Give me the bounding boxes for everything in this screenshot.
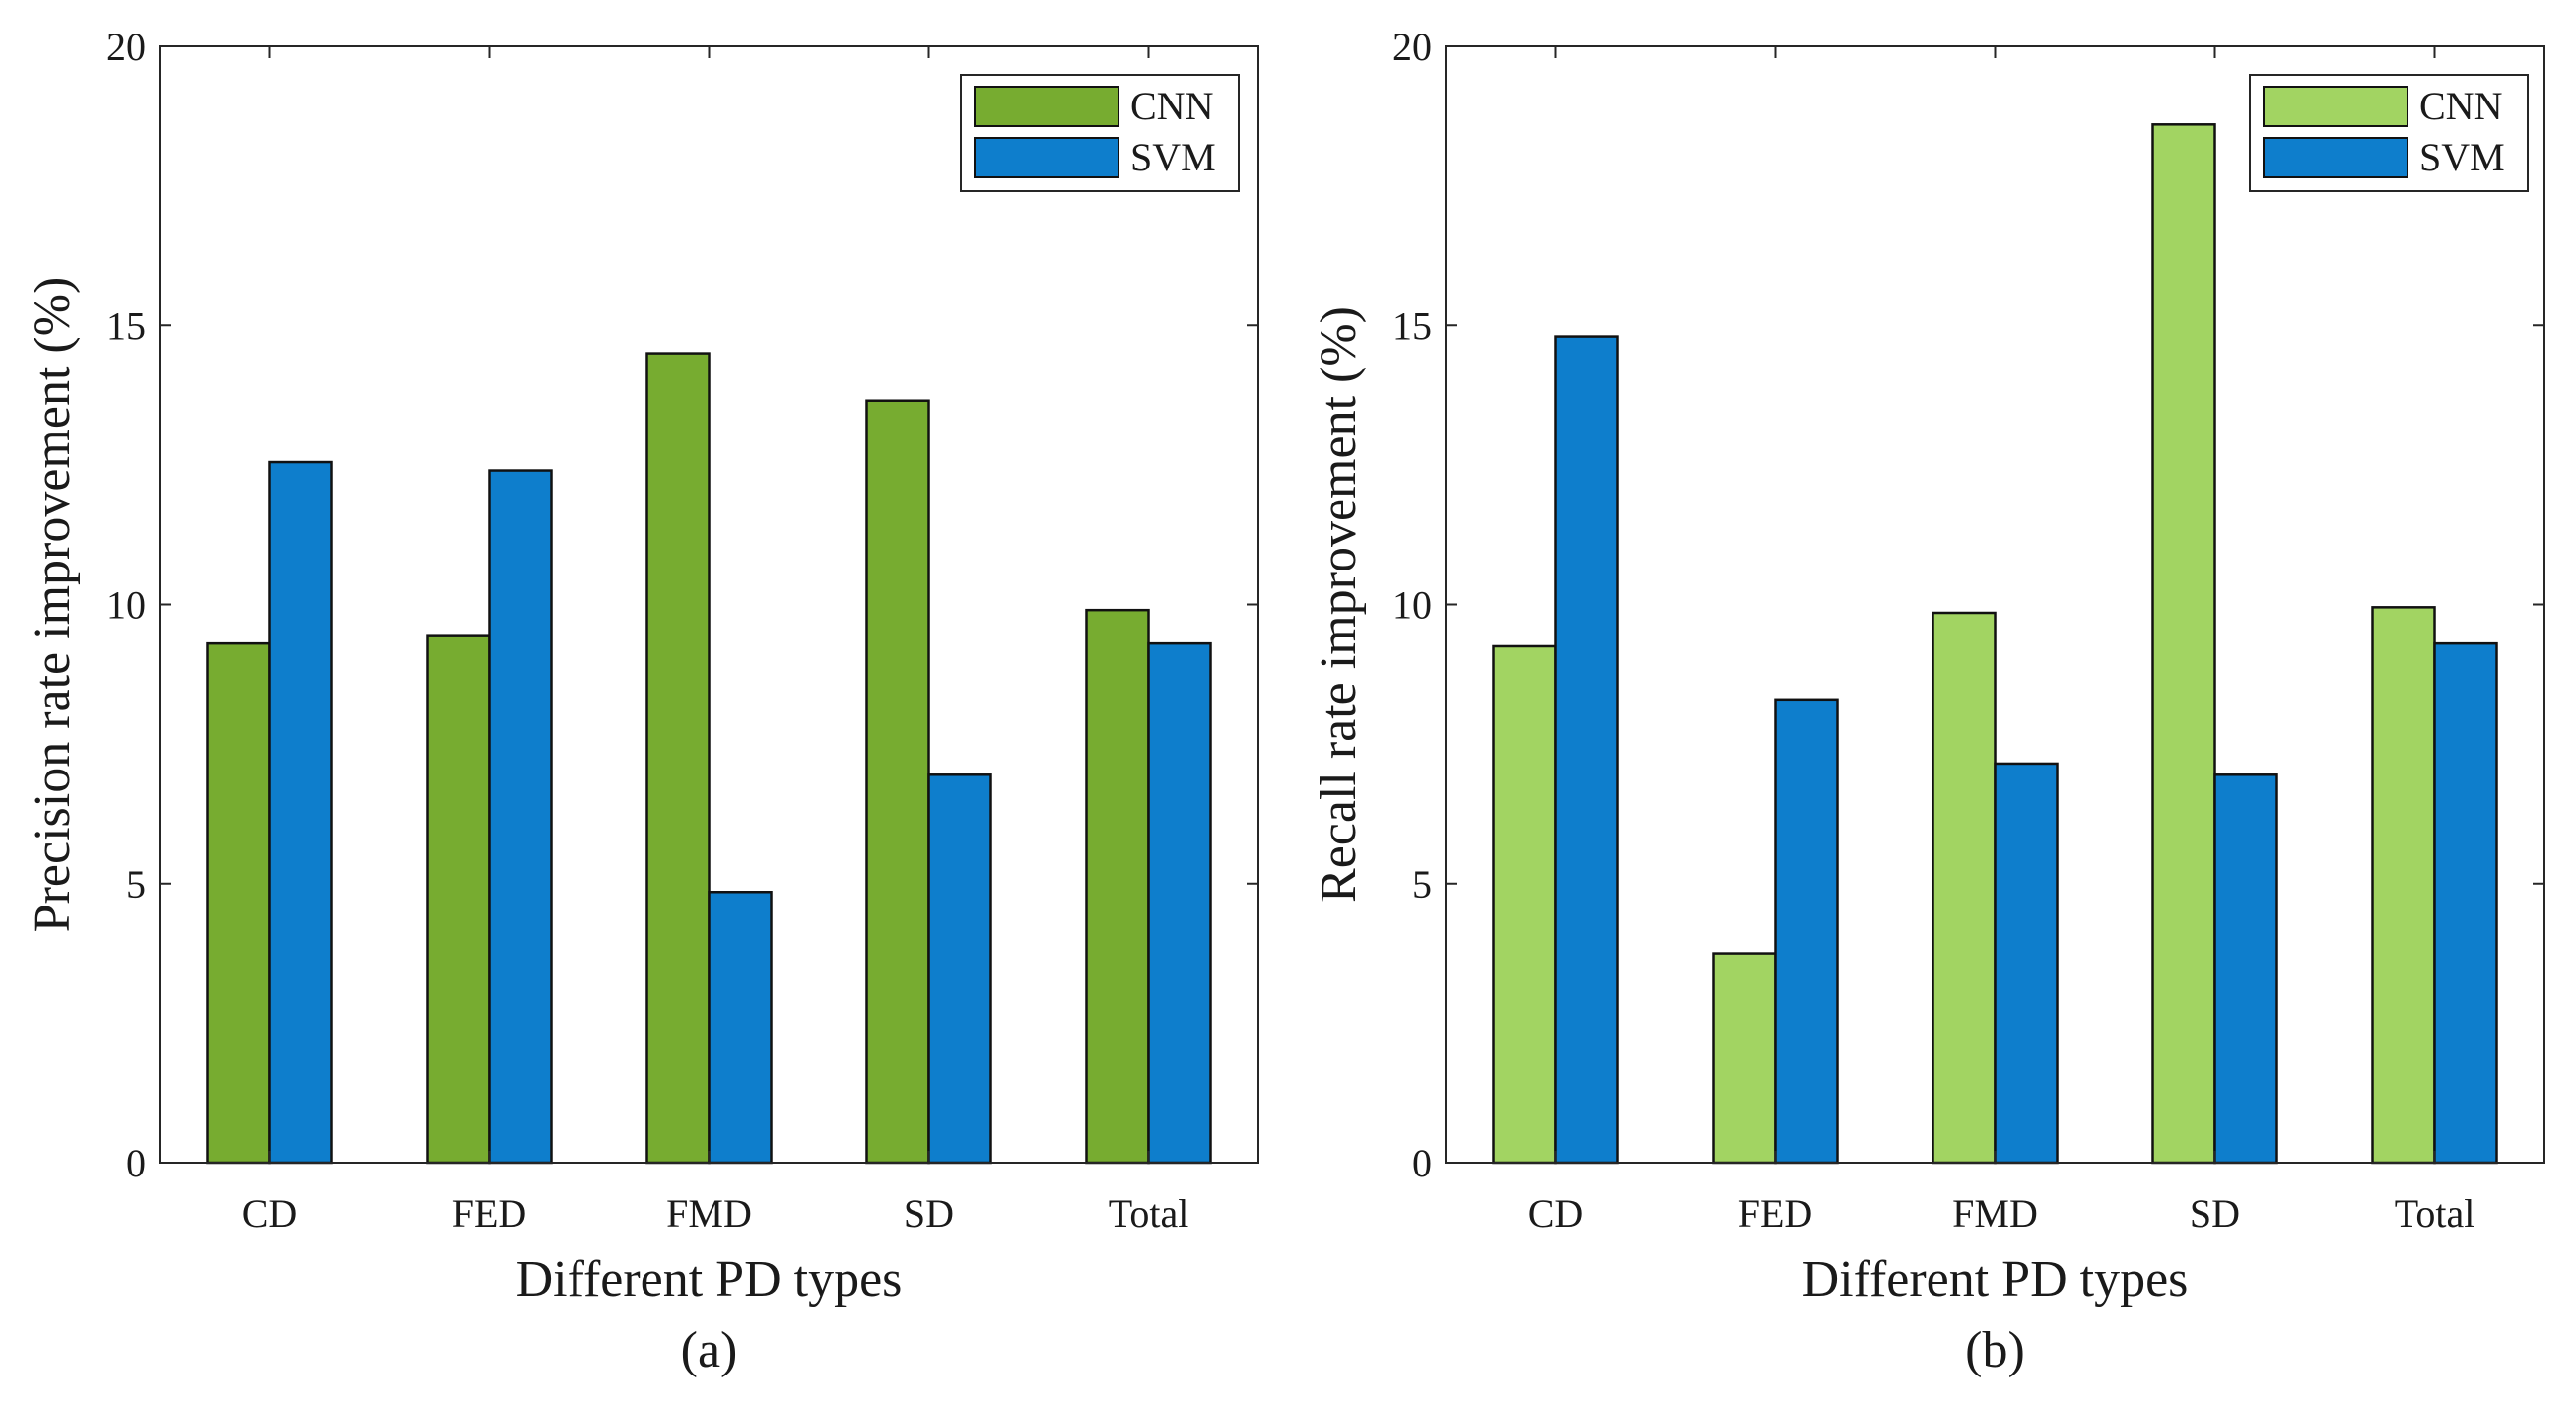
bar-svm-total (1147, 641, 1212, 1165)
y-tick-label: 15 (1392, 303, 1432, 348)
bar-cnn-total (1085, 608, 1150, 1165)
bar-cnn-fed (1712, 952, 1777, 1165)
bar-svm-fmd (1994, 762, 2059, 1165)
x-tick-label-sd: SD (904, 1191, 954, 1236)
bar-cnn-total (2371, 606, 2436, 1165)
bar-svm-sd (927, 773, 992, 1165)
legend-swatch-svm (2263, 137, 2408, 178)
y-tick-label: 0 (1412, 1141, 1432, 1185)
legend-swatch-svm (974, 137, 1119, 178)
x-tick-label-cd: CD (242, 1191, 298, 1236)
bar-cnn-sd (2151, 123, 2216, 1165)
chart-panel-b: 0 5 10 15 20 CD FED FMD SD Total Different PD type… (1311, 25, 2545, 1378)
legend: CNN SVM (2249, 74, 2529, 192)
x-tick-label-total: Total (2395, 1191, 2475, 1236)
y-tick-label: 0 (126, 1141, 146, 1185)
bar-cnn-fed (426, 634, 491, 1165)
bar-cnn-cd (1492, 644, 1557, 1165)
legend-label-cnn: CNN (2419, 84, 2502, 128)
bar-svm-total (2433, 641, 2498, 1165)
panel-caption: (b) (1965, 1322, 2025, 1378)
x-tick-label-fed: FED (1738, 1191, 1813, 1236)
bar-cnn-fmd (1932, 611, 1997, 1165)
chart-panel-a: 0 5 10 15 20 CD FED FMD SD Total Different PD type… (25, 25, 1259, 1378)
y-axis-title: Precision rate improvement (%) (25, 277, 81, 933)
y-tick-label: 20 (1392, 25, 1432, 69)
x-tick-label-fmd: FMD (1952, 1191, 2038, 1236)
y-tick-label: 20 (106, 25, 146, 69)
bar-svm-fmd (708, 890, 773, 1165)
x-tick-label-total: Total (1109, 1191, 1189, 1236)
x-axis-title: Different PD types (1802, 1251, 2189, 1308)
legend: CNN SVM (960, 74, 1240, 192)
x-tick-label-cd: CD (1528, 1191, 1584, 1236)
x-axis-title: Different PD types (516, 1251, 903, 1308)
legend-label-cnn: CNN (1130, 84, 1213, 128)
bar-svm-fed (1774, 698, 1839, 1165)
bar-cnn-cd (206, 641, 271, 1165)
x-tick-label-fed: FED (452, 1191, 527, 1236)
panel-caption: (a) (681, 1322, 738, 1378)
bar-cnn-sd (865, 399, 930, 1165)
legend-label-svm: SVM (2419, 135, 2505, 179)
bar-svm-sd (2213, 773, 2278, 1165)
bar-svm-fed (488, 469, 553, 1165)
bar-svm-cd (268, 460, 333, 1165)
y-tick-label: 5 (1412, 862, 1432, 906)
y-tick-label: 10 (1392, 583, 1432, 628)
y-tick-label: 10 (106, 583, 146, 628)
y-axis-title: Recall rate improvement (%) (1311, 306, 1367, 903)
y-tick-label: 5 (126, 862, 146, 906)
x-tick-label-sd: SD (2190, 1191, 2240, 1236)
legend-swatch-cnn (974, 86, 1119, 127)
legend-swatch-cnn (2263, 86, 2408, 127)
y-tick-label: 15 (106, 303, 146, 348)
bar-svm-cd (1554, 335, 1619, 1165)
bar-cnn-fmd (645, 352, 711, 1165)
legend-label-svm: SVM (1130, 135, 1216, 179)
x-tick-label-fmd: FMD (666, 1191, 752, 1236)
